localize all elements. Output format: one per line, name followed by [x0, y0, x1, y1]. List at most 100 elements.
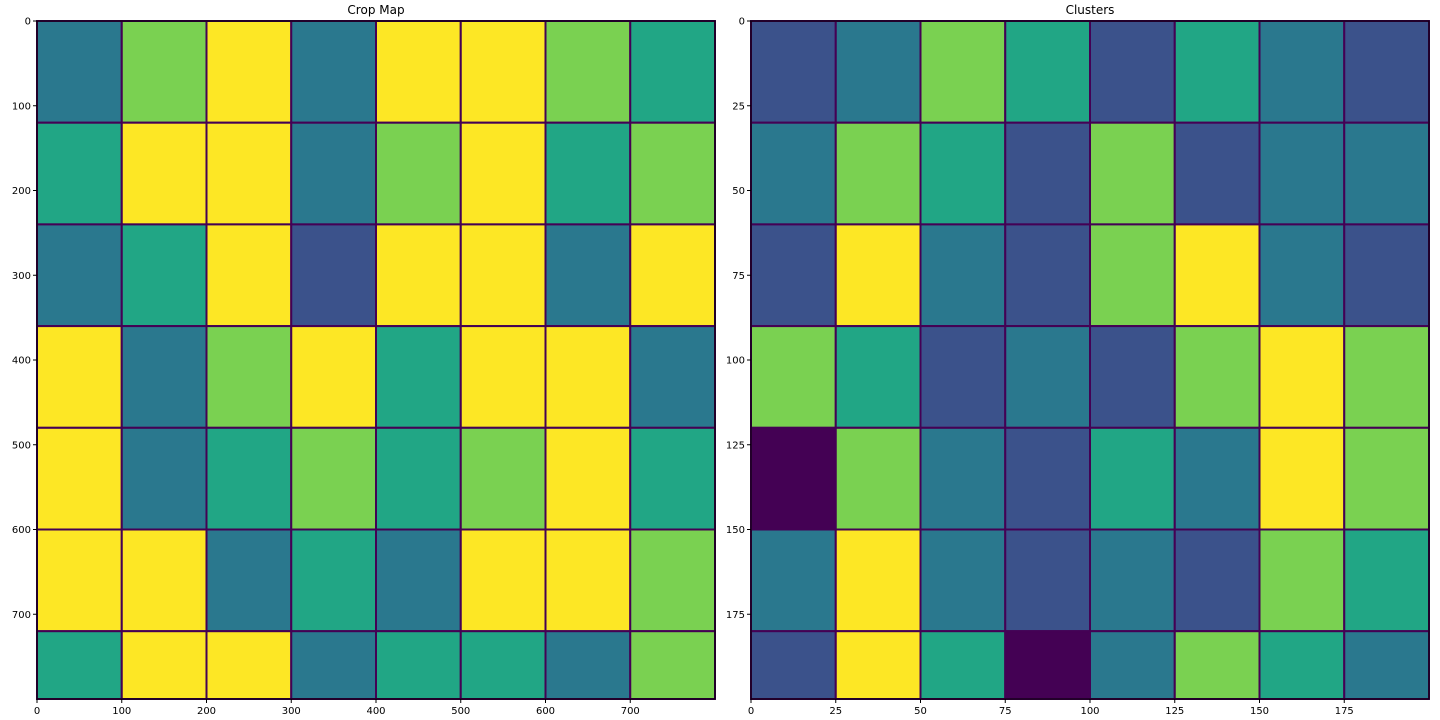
crop-map-cell-0-7	[629, 20, 716, 124]
clusters-cell-4-2	[919, 426, 1007, 531]
clusters-cell-0-7	[1343, 20, 1430, 124]
crop-map-cell-4-4	[375, 426, 462, 531]
clusters-x-tick-label-0: 0	[748, 706, 754, 717]
clusters-cell-5-0	[750, 528, 837, 633]
crop-map-cell-3-6	[544, 325, 632, 429]
crop-map-cell-4-6	[544, 426, 632, 531]
clusters-x-tick-label-4: 100	[1080, 706, 1099, 717]
crop-map-cell-2-3	[290, 223, 377, 328]
clusters-cell-1-4	[1089, 121, 1176, 226]
crop-map-cell-4-2	[205, 426, 293, 531]
clusters-cell-0-0	[750, 20, 837, 124]
clusters-cell-6-5	[1173, 630, 1261, 701]
crop-map-cell-3-1	[120, 325, 208, 429]
crop-map-y-ticks: 0 100 200 300 400 500 600 700	[12, 17, 37, 621]
clusters-cell-2-6	[1258, 223, 1346, 328]
clusters-cell-6-6	[1258, 630, 1346, 701]
clusters-cell-0-6	[1258, 20, 1346, 124]
crop-map-cell-3-0	[36, 325, 123, 429]
crop-map-y-tick-label-7: 700	[12, 610, 31, 621]
clusters-y-tick-label-3: 75	[732, 271, 745, 282]
crop-map-cell-1-5	[459, 121, 547, 226]
crop-map-x-ticks: 0 100 200 300 400 500 600 700	[34, 699, 640, 717]
crop-map-cell-5-3	[290, 528, 377, 633]
clusters-cell-3-3	[1004, 325, 1091, 429]
crop-map-x-tick-label-5: 500	[451, 706, 470, 717]
crop-map-cell-6-2	[205, 630, 293, 701]
clusters-cell-4-1	[834, 426, 922, 531]
clusters-y-tick-label-2: 50	[732, 186, 745, 197]
crop-map-x-tick-label-7: 700	[621, 706, 640, 717]
crop-map-cell-1-6	[544, 121, 632, 226]
crop-map-title: Crop Map	[347, 3, 404, 17]
clusters-x-tick-label-3: 75	[999, 706, 1012, 717]
crop-map-cell-2-6	[544, 223, 632, 328]
crop-map-cell-1-2	[205, 121, 293, 226]
crop-map-cell-6-7	[629, 630, 716, 701]
crop-map-cell-3-5	[459, 325, 547, 429]
clusters-y-tick-label-6: 150	[726, 525, 745, 536]
clusters-cell-1-0	[750, 121, 837, 226]
crop-map-cell-3-2	[205, 325, 293, 429]
crop-map-cell-5-2	[205, 528, 293, 633]
crop-map-cell-5-7	[629, 528, 716, 633]
crop-map-cell-1-3	[290, 121, 377, 226]
clusters-cell-3-6	[1258, 325, 1346, 429]
clusters-x-tick-label-6: 150	[1250, 706, 1269, 717]
clusters-cell-1-7	[1343, 121, 1430, 226]
crop-map-cell-2-4	[375, 223, 462, 328]
crop-map-cell-1-4	[375, 121, 462, 226]
crop-map-cell-6-0	[36, 630, 123, 701]
crop-map-cell-5-6	[544, 528, 632, 633]
crop-map-panel: Crop Map 0 100 200 300 400 500 600 700 0 100 200 3…	[12, 3, 716, 717]
clusters-cell-2-5	[1173, 223, 1261, 328]
crop-map-cell-2-2	[205, 223, 293, 328]
clusters-x-tick-label-7: 175	[1335, 706, 1354, 717]
clusters-cell-2-2	[919, 223, 1007, 328]
clusters-y-tick-label-5: 125	[726, 440, 745, 451]
crop-map-y-tick-label-4: 400	[12, 356, 31, 367]
clusters-cell-2-0	[750, 223, 837, 328]
clusters-cell-5-5	[1173, 528, 1261, 633]
clusters-cell-2-1	[834, 223, 922, 328]
clusters-cell-5-7	[1343, 528, 1430, 633]
crop-map-x-tick-label-6: 600	[536, 706, 555, 717]
clusters-cell-2-3	[1004, 223, 1091, 328]
clusters-frame	[750, 20, 1430, 700]
clusters-cell-4-0	[750, 426, 837, 531]
crop-map-y-tick-label-6: 600	[12, 525, 31, 536]
crop-map-cell-5-4	[375, 528, 462, 633]
clusters-cell-0-4	[1089, 20, 1176, 124]
crop-map-cell-5-0	[36, 528, 123, 633]
clusters-cell-6-4	[1089, 630, 1176, 701]
crop-map-y-tick-label-5: 500	[12, 440, 31, 451]
crop-map-cell-0-6	[544, 20, 632, 124]
clusters-cell-6-3	[1004, 630, 1091, 701]
crop-map-y-tick-label-0: 0	[25, 17, 31, 28]
clusters-cell-5-4	[1089, 528, 1176, 633]
clusters-cell-2-7	[1343, 223, 1430, 328]
crop-map-cell-4-5	[459, 426, 547, 531]
crop-map-cell-3-3	[290, 325, 377, 429]
clusters-cell-3-2	[919, 325, 1007, 429]
crop-map-cell-0-2	[205, 20, 293, 124]
crop-map-cell-5-5	[459, 528, 547, 633]
crop-map-cell-6-5	[459, 630, 547, 701]
clusters-y-tick-label-7: 175	[726, 610, 745, 621]
crop-map-cell-0-1	[120, 20, 208, 124]
crop-map-cell-0-4	[375, 20, 462, 124]
clusters-y-tick-label-4: 100	[726, 356, 745, 367]
clusters-cell-0-2	[919, 20, 1007, 124]
crop-map-cell-4-3	[290, 426, 377, 531]
clusters-cell-1-3	[1004, 121, 1091, 226]
clusters-cell-6-0	[750, 630, 837, 701]
crop-map-y-tick-label-3: 300	[12, 271, 31, 282]
crop-map-cell-0-0	[36, 20, 123, 124]
clusters-cell-1-1	[834, 121, 922, 226]
clusters-cell-5-2	[919, 528, 1007, 633]
crop-map-cell-5-1	[120, 528, 208, 633]
crop-map-y-tick-label-2: 200	[12, 186, 31, 197]
clusters-x-tick-label-5: 125	[1165, 706, 1184, 717]
clusters-cell-0-3	[1004, 20, 1091, 124]
